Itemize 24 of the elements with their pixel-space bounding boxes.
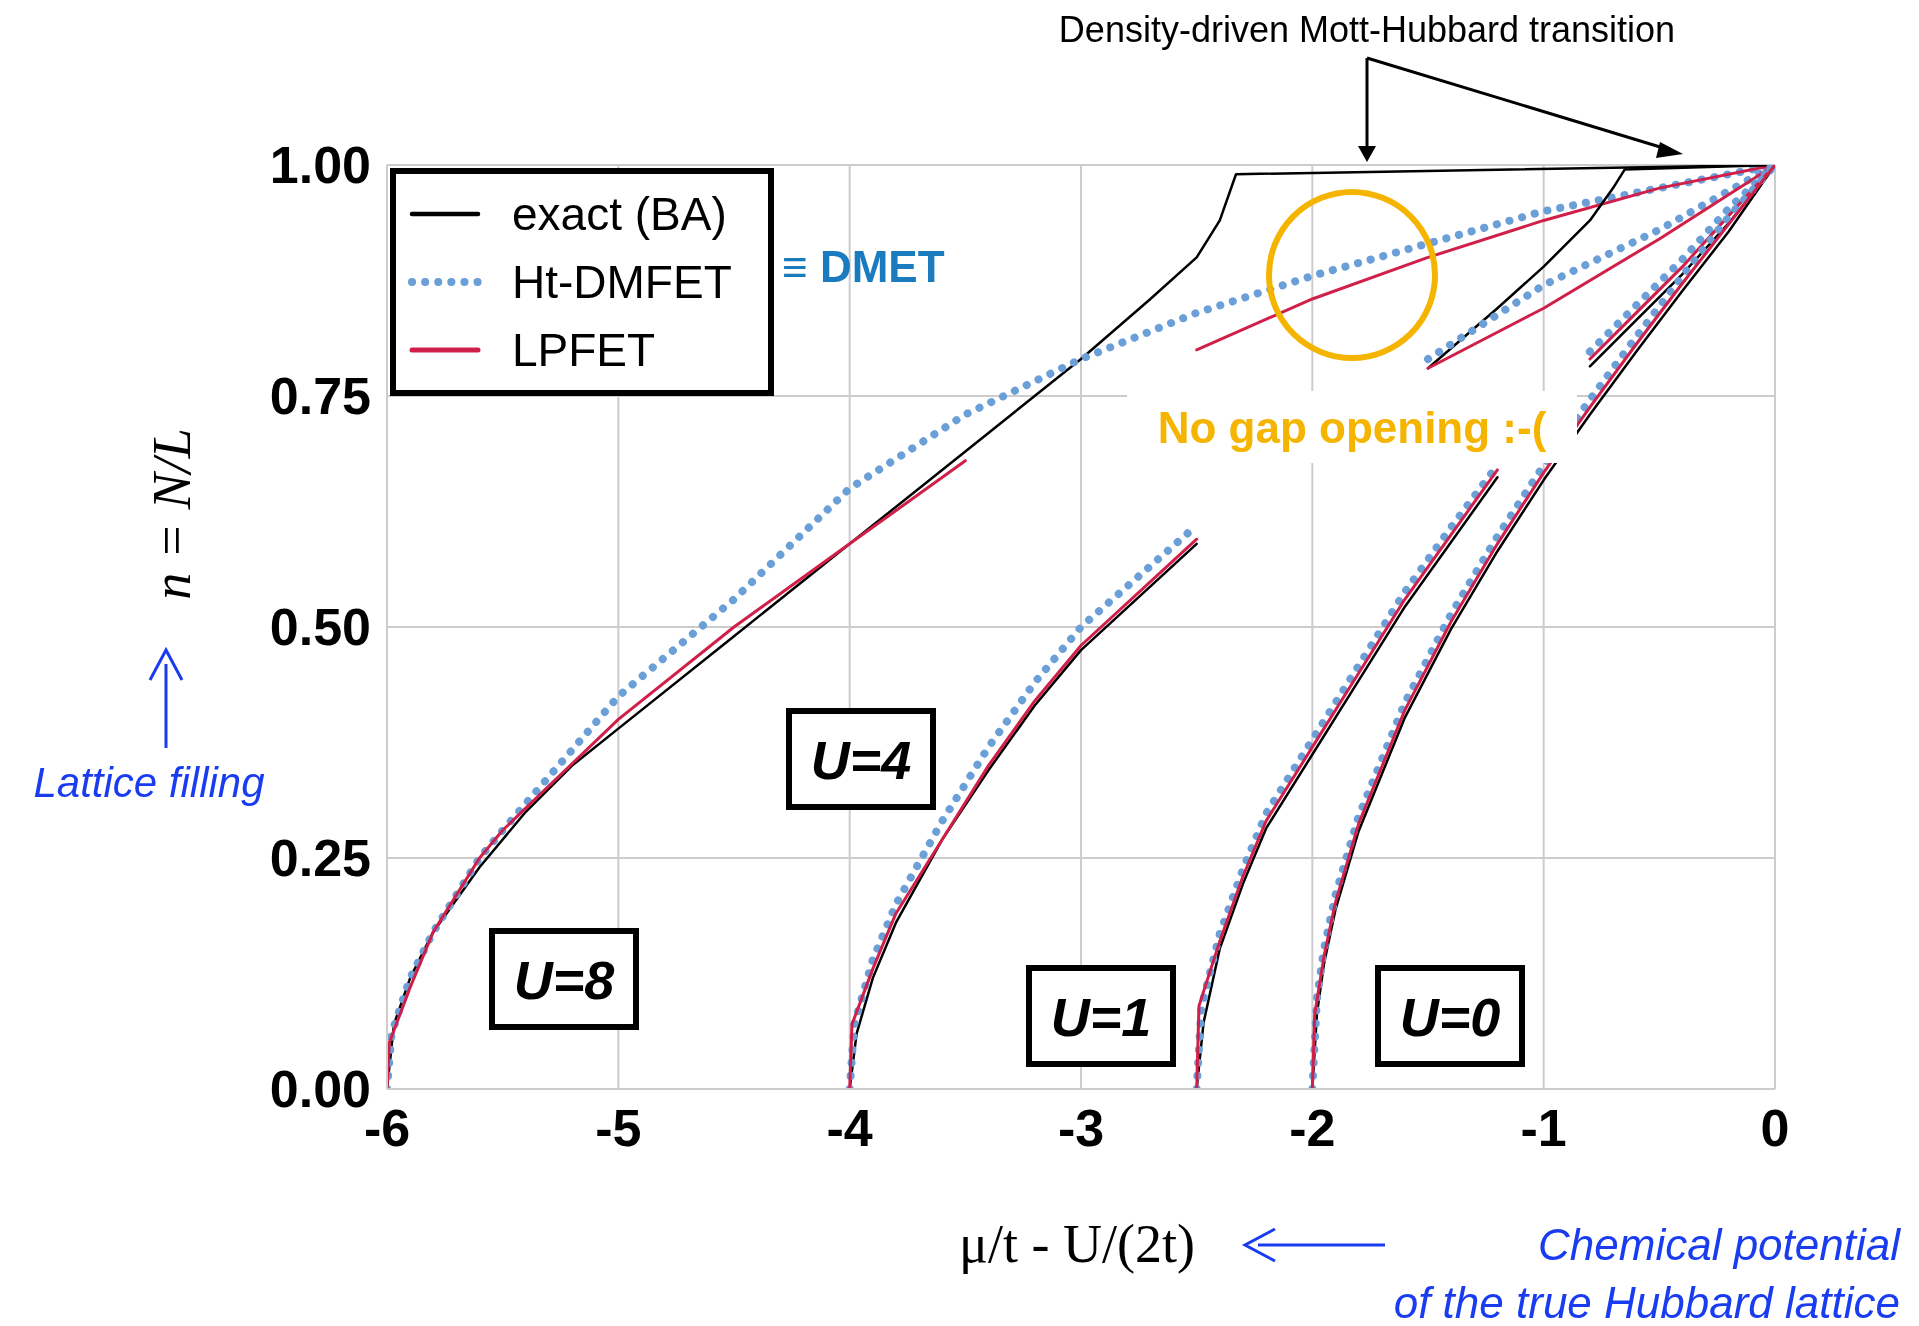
text: Lattice filling — [33, 759, 265, 806]
annotation: ≡ DMET — [782, 242, 945, 291]
annotation: U=1 — [1050, 987, 1152, 1047]
x-tick-label: -3 — [1057, 1098, 1105, 1157]
x-tick-label: -1 — [1520, 1098, 1567, 1157]
annotation: No gap opening :-( — [1157, 403, 1547, 452]
annotation: U=8 — [513, 950, 615, 1010]
y-tick-label: 1.00 — [269, 136, 371, 195]
y-tick-label: 0.25 — [269, 829, 371, 888]
x-tick-label: 0 — [1760, 1098, 1790, 1157]
legend-label: exact (BA) — [512, 187, 727, 241]
text: Chemical potential of the true Hubbard lattice — [1393, 1220, 1902, 1326]
x-tick-label: -2 — [1289, 1098, 1336, 1157]
y-tick-label: 0.75 — [269, 367, 371, 426]
y-axis-title: n = N/L — [142, 428, 202, 600]
x-tick-label: -4 — [826, 1098, 873, 1157]
annotation: U=0 — [1399, 987, 1501, 1047]
legend-label: LPFET — [512, 323, 656, 377]
y-tick-label: 0.50 — [269, 598, 371, 657]
x-tick-label: -5 — [595, 1098, 642, 1157]
annotation: U=4 — [810, 730, 912, 790]
text: Density-driven Mott-Hubbard transition — [1058, 9, 1676, 50]
x-axis-title: μ/t - U/(2t) — [959, 1214, 1195, 1274]
legend-label: Ht-DMFET — [512, 255, 732, 309]
